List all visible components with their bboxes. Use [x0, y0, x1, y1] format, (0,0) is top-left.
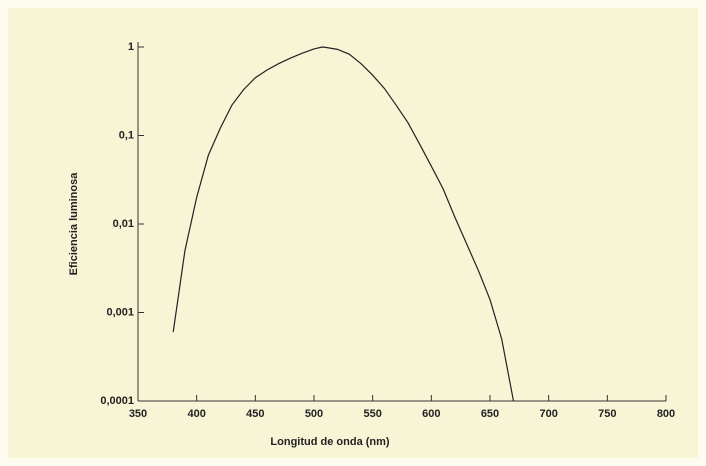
- x-tick-label: 450: [246, 408, 264, 420]
- y-tick-label: 0,001: [106, 306, 134, 318]
- y-tick-label: 0,01: [113, 218, 134, 230]
- x-tick-label: 350: [129, 408, 147, 420]
- x-tick-label: 500: [305, 408, 323, 420]
- panel: [8, 8, 698, 458]
- y-tick-label: 0,0001: [100, 395, 134, 407]
- x-axis-label: Longitud de onda (nm): [270, 436, 389, 448]
- x-tick-label: 600: [422, 408, 440, 420]
- line: [172, 46, 515, 402]
- x-tick-label: 400: [187, 408, 205, 420]
- x-tick-label: 700: [539, 408, 557, 420]
- x-tick-label: 650: [481, 408, 499, 420]
- x-tick-label: 800: [657, 408, 675, 420]
- y-axis-label: Eficiencia luminosa: [68, 172, 80, 276]
- y-tick-label: 0,1: [119, 129, 134, 141]
- x-tick-label: 550: [363, 408, 381, 420]
- x-tick-label: 750: [598, 408, 616, 420]
- y-tick-label: 1: [128, 41, 134, 53]
